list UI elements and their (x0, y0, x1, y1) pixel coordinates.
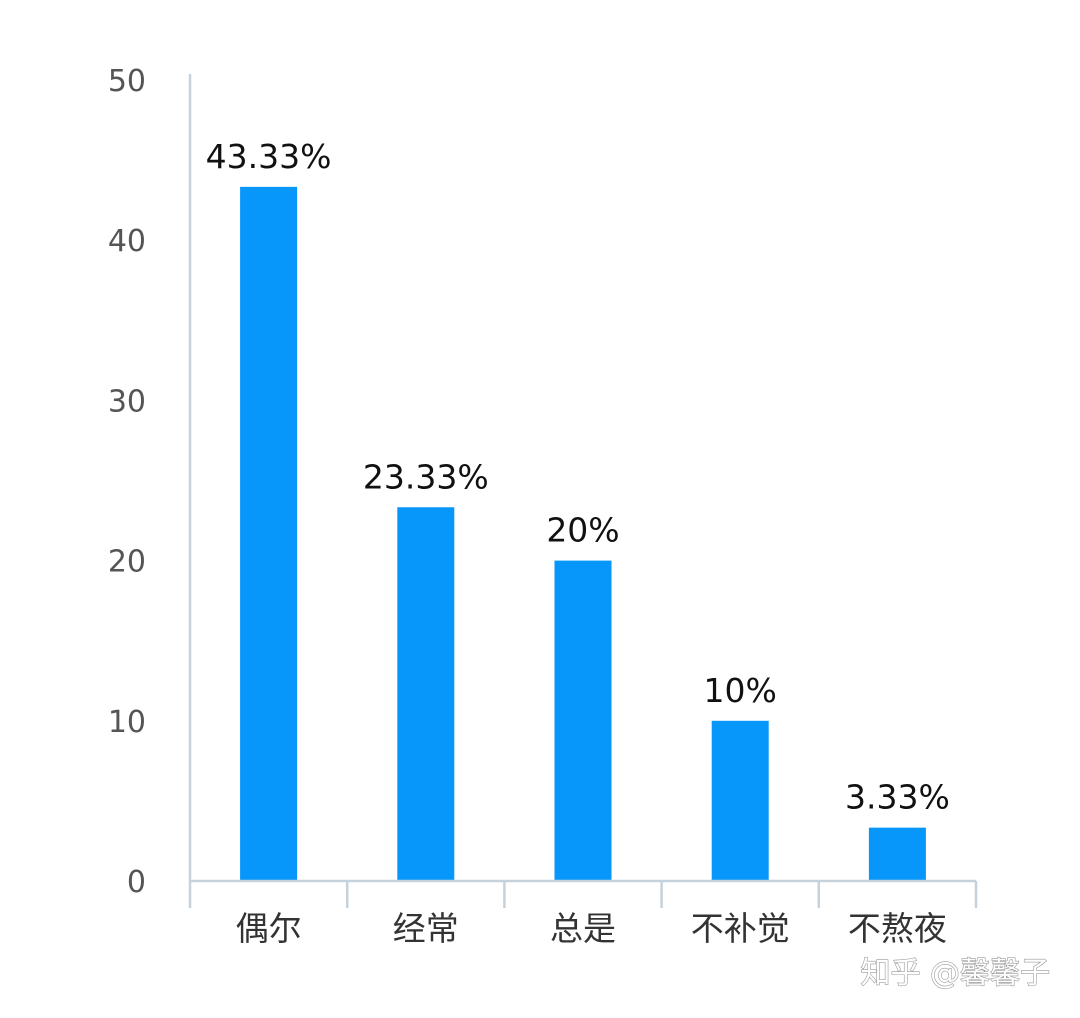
watermark: 知乎 @馨馨子 (860, 956, 1050, 991)
data-labels: 43.33% 23.33% 20% 10% 3.33% (206, 137, 950, 817)
y-tick-label: 30 (108, 384, 146, 419)
x-tick-label: 不补觉 (691, 909, 790, 948)
x-tick-label: 偶尔 (236, 909, 302, 948)
bar (397, 507, 455, 881)
data-label: 10% (704, 671, 777, 710)
bar (554, 560, 612, 881)
bar (711, 720, 769, 881)
y-tick-label: 20 (108, 545, 146, 580)
data-label: 23.33% (363, 457, 489, 496)
y-tick-label: 40 (108, 224, 146, 259)
x-tick-label: 不熬夜 (848, 909, 947, 948)
y-tick-label: 50 (108, 64, 146, 99)
data-label: 20% (546, 511, 619, 550)
bar (240, 186, 298, 881)
y-tick-label: 10 (108, 705, 146, 740)
x-tick-label: 总是 (550, 909, 616, 948)
x-tick-label: 经常 (393, 909, 459, 948)
y-axis-ticks: 0 10 20 30 40 50 (108, 64, 146, 900)
data-label: 3.33% (845, 778, 950, 817)
bars (240, 186, 926, 881)
bar (868, 827, 926, 881)
x-axis-ticks: 偶尔 经常 总是 不补觉 不熬夜 (236, 909, 947, 948)
axes (188, 74, 978, 908)
y-tick-label: 0 (127, 865, 146, 900)
data-label: 43.33% (206, 137, 332, 176)
